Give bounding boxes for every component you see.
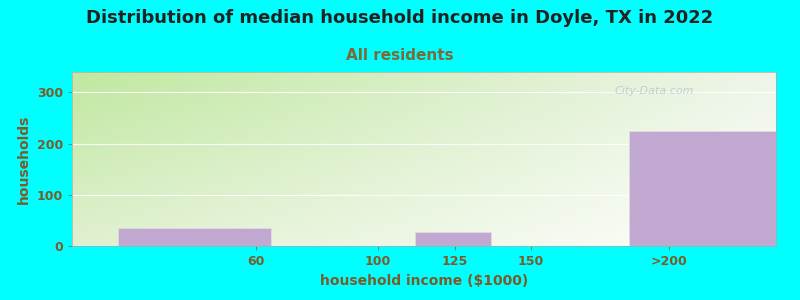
Bar xyxy=(415,232,491,246)
Text: City-Data.com: City-Data.com xyxy=(614,86,694,96)
X-axis label: household income ($1000): household income ($1000) xyxy=(320,274,528,288)
Bar xyxy=(629,131,798,246)
Y-axis label: households: households xyxy=(17,114,31,204)
Text: All residents: All residents xyxy=(346,48,454,63)
Text: Distribution of median household income in Doyle, TX in 2022: Distribution of median household income … xyxy=(86,9,714,27)
Bar xyxy=(118,228,271,246)
